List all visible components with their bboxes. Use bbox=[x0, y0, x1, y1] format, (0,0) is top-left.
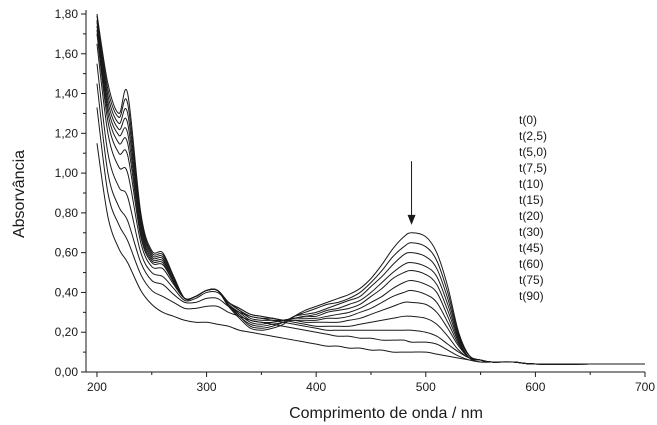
y-tick-label: 1,40 bbox=[55, 87, 79, 101]
series-line-5 bbox=[96, 29, 645, 365]
legend-entry: t(20) bbox=[519, 209, 544, 223]
y-tick-label: 0,00 bbox=[55, 365, 79, 379]
y-tick-label: 1,00 bbox=[55, 166, 79, 180]
legend-entry: t(45) bbox=[519, 241, 544, 255]
x-tick-label: 700 bbox=[635, 380, 655, 394]
arrow-head bbox=[407, 214, 416, 225]
y-axis-title: Absorvância bbox=[11, 150, 28, 238]
legend-entry: t(0) bbox=[519, 113, 537, 127]
series-line-3 bbox=[96, 21, 645, 365]
legend-entry: t(90) bbox=[519, 289, 544, 303]
y-tick-label: 0,60 bbox=[55, 246, 79, 260]
series-line-9 bbox=[96, 83, 645, 365]
axes bbox=[85, 10, 645, 373]
x-axis-title: Comprimento de onda / nm bbox=[289, 405, 483, 422]
legend-entry: t(2,5) bbox=[519, 129, 547, 143]
series-lines bbox=[96, 13, 645, 365]
x-tick-label: 500 bbox=[416, 380, 436, 394]
series-line-2 bbox=[96, 19, 645, 365]
y-tick-label: 0,80 bbox=[55, 206, 79, 220]
legend-entry: t(75) bbox=[519, 273, 544, 287]
y-tick-label: 1,60 bbox=[55, 47, 79, 61]
series-line-4 bbox=[96, 25, 645, 365]
legend-entry: t(7,5) bbox=[519, 161, 547, 175]
legend-entry: t(10) bbox=[519, 177, 544, 191]
series-line-8 bbox=[96, 63, 645, 365]
series-line-0 bbox=[96, 13, 645, 365]
series-line-1 bbox=[96, 15, 645, 365]
legend-entry: t(60) bbox=[519, 257, 544, 271]
x-tick-label: 600 bbox=[525, 380, 545, 394]
y-tick-label: 1,80 bbox=[55, 7, 79, 21]
y-tick-label: 1,20 bbox=[55, 126, 79, 140]
y-tick-label: 0,20 bbox=[55, 325, 79, 339]
axis-ticks: 200 300 400 500 600 700 0,00 0,20 0,40 0,60 0,80 1,… bbox=[55, 7, 656, 394]
legend-entry: t(30) bbox=[519, 225, 544, 239]
series-line-7 bbox=[96, 43, 645, 365]
series-line-10 bbox=[96, 107, 645, 365]
series-line-11 bbox=[96, 143, 645, 365]
x-tick-label: 300 bbox=[197, 380, 217, 394]
y-tick-label: 0,40 bbox=[55, 285, 79, 299]
series-line-6 bbox=[96, 33, 645, 365]
annotations bbox=[407, 161, 416, 225]
x-tick-label: 400 bbox=[306, 380, 326, 394]
legend-entry: t(5,0) bbox=[519, 145, 547, 159]
legend: t(0) t(2,5) t(5,0) t(7,5) t(10) t(15) t(20) t(3… bbox=[519, 113, 547, 303]
legend-entry: t(15) bbox=[519, 193, 544, 207]
x-tick-label: 200 bbox=[87, 380, 107, 394]
